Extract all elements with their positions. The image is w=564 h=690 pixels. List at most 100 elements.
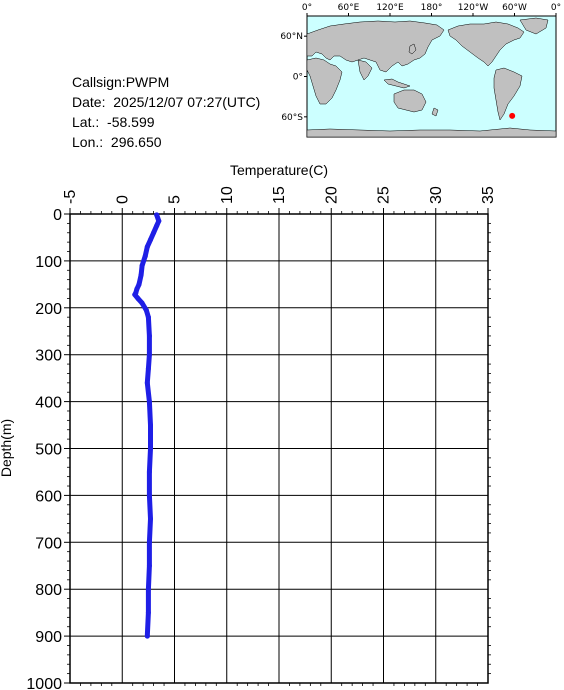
south-america-land — [493, 67, 523, 121]
callsign-value: PWPM — [125, 74, 170, 90]
x-tick-label: 20 — [323, 186, 340, 204]
profile-point — [147, 237, 153, 243]
new-zealand-land — [431, 107, 439, 117]
y-tick-label: 100 — [35, 254, 62, 271]
profile-point — [146, 352, 152, 358]
map-lon-label: 0° — [302, 3, 312, 13]
eurasia-land — [306, 20, 445, 73]
y-tick-label: 500 — [35, 442, 62, 459]
x-axis-ticks — [69, 208, 489, 686]
map-lon-label: 60°W — [502, 3, 527, 13]
y-tick-label: 600 — [35, 488, 62, 505]
y-tick-label: 1000 — [26, 676, 62, 690]
map-lon-label: 0° — [551, 3, 561, 13]
y-tick-label: 800 — [35, 582, 62, 599]
profile-point — [151, 230, 157, 236]
lat-label: Lat.: — [72, 114, 100, 130]
profile-point — [146, 469, 152, 475]
profile-point — [142, 253, 148, 259]
profile-chart: -5 0 5 10 15 20 25 30 35 01002003004005006007008… — [0, 162, 497, 690]
y-axis-ticks — [64, 213, 491, 684]
map-lon-label: 180° — [421, 3, 443, 13]
station-info: Callsign:PWPM Date: 2025/12/07 07:27(UTC… — [72, 72, 260, 152]
profile-point — [135, 295, 141, 301]
profile-point — [134, 286, 140, 292]
x-axis-title: Temperature(C) — [230, 162, 328, 178]
date-line: Date: 2025/12/07 07:27(UTC) — [72, 92, 260, 112]
profile-point — [136, 281, 142, 287]
profile-point — [144, 380, 150, 386]
station-marker — [509, 112, 516, 119]
profile-point — [147, 422, 153, 428]
x-tick-label: -5 — [62, 190, 79, 204]
x-tick-label: 0 — [114, 195, 131, 204]
map-land — [306, 17, 557, 138]
profile-point — [146, 492, 152, 498]
map-lon-label: 120°E — [376, 3, 404, 13]
map-lat-label: 60°S — [281, 113, 303, 123]
profile-point — [146, 539, 152, 545]
lon-line: Lon.: 296.650 — [72, 132, 260, 152]
series-layer — [132, 212, 162, 639]
map-lat-label: 60°N — [280, 32, 303, 42]
profile-point — [144, 244, 150, 250]
india-land — [357, 59, 373, 81]
profile-point — [146, 333, 152, 339]
x-tick-label: 35 — [480, 186, 497, 204]
lon-label: Lon.: — [72, 134, 104, 150]
lat-line: Lat.: -58.599 — [72, 112, 260, 132]
y-tick-label: 300 — [35, 348, 62, 365]
japan-land — [408, 43, 417, 55]
callsign-line: Callsign:PWPM — [72, 72, 260, 92]
profile-point — [154, 223, 160, 229]
map-lon-label: 60°E — [338, 3, 360, 13]
map-lon-label: 120°W — [458, 3, 489, 13]
profile-point — [156, 218, 162, 224]
date-value: 2025/12/07 07:27(UTC) — [113, 94, 261, 110]
y-axis-tick-labels: 0 100 200 300 400 500 600 700 800 900 1000 — [26, 207, 62, 690]
profile-point — [145, 314, 151, 320]
x-tick-label: 5 — [167, 195, 184, 204]
lat-value: -58.599 — [107, 114, 155, 130]
world-map: 0° 60°E 120°E 180° 120°W 60°W 0° 60°N 0° 60°S — [280, 3, 561, 138]
x-axis-tick-labels: -5 0 5 10 15 20 25 30 35 — [62, 186, 497, 204]
y-tick-label: 400 — [35, 395, 62, 412]
y-tick-label: 0 — [53, 207, 62, 224]
profile-point — [146, 399, 152, 405]
profile-point — [132, 292, 138, 298]
chart-grid — [69, 213, 489, 684]
y-axis-title: Depth(m) — [0, 419, 14, 477]
profile-point — [147, 446, 153, 451]
profile-point — [139, 263, 145, 269]
australia-land — [393, 89, 427, 113]
map-longitude-labels: 0° 60°E 120°E 180° 120°W 60°W 0° — [302, 3, 561, 16]
x-tick-label: 30 — [428, 186, 445, 204]
profile-point — [145, 610, 151, 616]
y-tick-label: 200 — [35, 301, 62, 318]
x-tick-label: 25 — [376, 186, 393, 204]
profile-point — [147, 516, 153, 522]
date-label: Date: — [72, 94, 106, 110]
map-lat-label: 0° — [293, 73, 303, 83]
profile-point — [139, 300, 145, 306]
profile-point — [154, 212, 160, 218]
profile-point — [143, 307, 149, 313]
y-tick-label: 900 — [35, 629, 62, 646]
profile-point — [144, 633, 150, 639]
greenland-land — [519, 17, 549, 35]
map-latitude-labels: 60°N 0° 60°S — [280, 32, 307, 123]
profile-point — [145, 586, 151, 592]
profile-point — [146, 563, 152, 569]
profile-point — [138, 272, 144, 278]
north-america-land — [447, 21, 525, 67]
indonesia-land — [383, 78, 411, 89]
profile-point — [145, 366, 151, 372]
y-tick-label: 700 — [35, 535, 62, 552]
antarctica-land — [306, 127, 557, 138]
x-tick-label: 10 — [219, 186, 236, 204]
temperature-profile-line — [132, 212, 162, 639]
africa-land — [306, 57, 343, 105]
lon-value: 296.650 — [110, 134, 162, 150]
callsign-label: Callsign: — [72, 74, 126, 90]
